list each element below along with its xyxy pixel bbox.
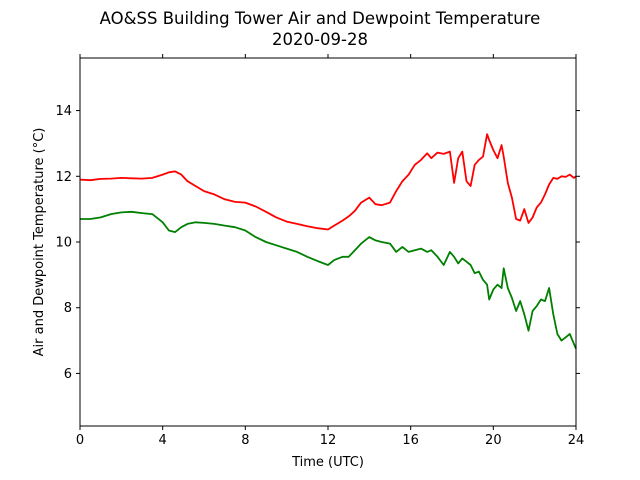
y-tick-label: 12 — [55, 170, 72, 185]
tick-layer: 0 4 8 12 16 20 24 6 8 10 12 14 — [55, 54, 584, 448]
y-tick-label: 14 — [55, 104, 72, 119]
x-tick-label: 0 — [76, 433, 84, 448]
y-axis-label: Air and Dewpoint Temperature (°C) — [32, 128, 47, 357]
series-layer — [79, 133, 577, 350]
series-line-1 — [80, 210, 577, 350]
x-tick-label: 20 — [485, 433, 502, 448]
plot-frame — [79, 57, 577, 427]
y-tick-label: 6 — [64, 367, 72, 382]
x-tick-label: 12 — [320, 433, 337, 448]
x-tick-label: 4 — [159, 433, 167, 448]
series-line-0 — [79, 133, 577, 231]
x-tick-label: 24 — [568, 433, 585, 448]
chart-title: AO&SS Building Tower Air and Dewpoint Te… — [100, 9, 541, 28]
x-tick-label: 8 — [241, 433, 249, 448]
y-tick-label: 10 — [55, 236, 72, 251]
y-tick-label: 8 — [64, 301, 72, 316]
chart-subtitle: 2020-09-28 — [272, 30, 368, 49]
x-axis-label: Time (UTC) — [291, 455, 364, 470]
x-tick-label: 16 — [402, 433, 419, 448]
